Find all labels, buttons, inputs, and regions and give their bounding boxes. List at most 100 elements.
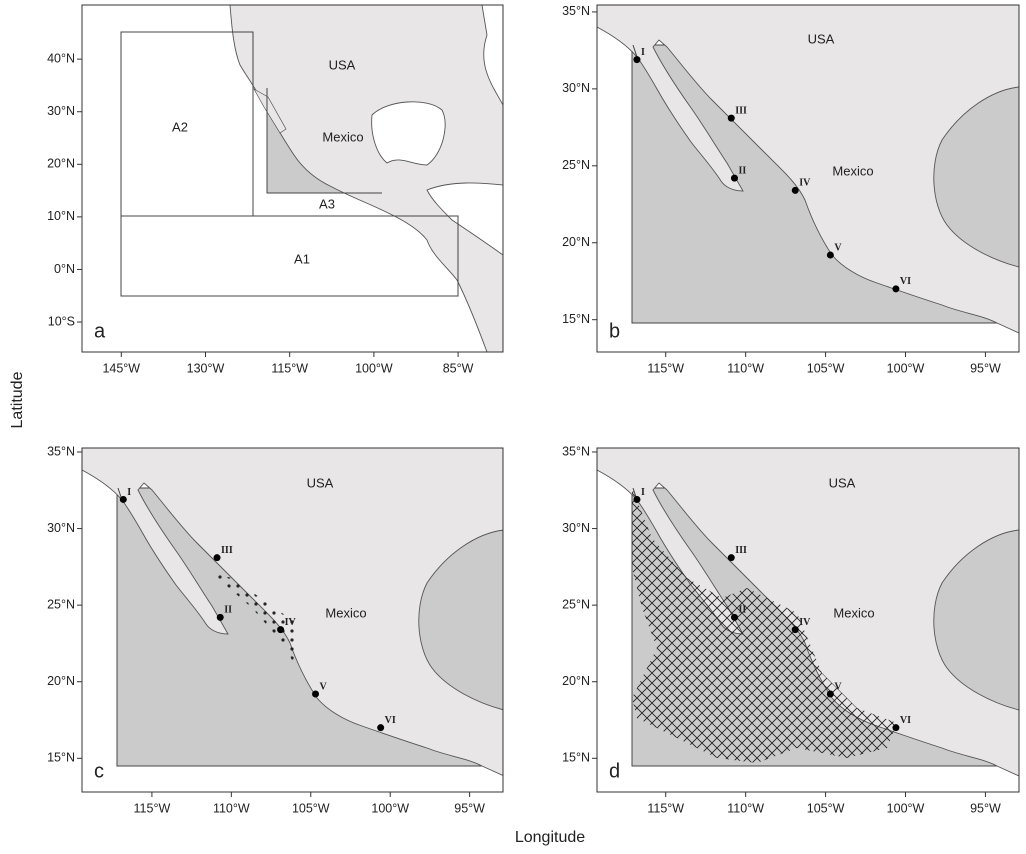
y-tick-label: 10°N	[47, 209, 75, 223]
x-tick-label: 130°W	[187, 361, 225, 375]
y-tick-label: 30°N	[562, 521, 590, 535]
station	[377, 724, 385, 732]
country-label: USA	[329, 57, 356, 72]
y-tick-label: 25°N	[47, 597, 75, 611]
panel-frame	[596, 4, 1020, 353]
y-tick-label: 30°N	[47, 104, 75, 118]
region-label: A1	[294, 251, 310, 266]
station-label: IV	[799, 617, 811, 628]
x-tick-label: 145°W	[102, 361, 140, 375]
station-label: VI	[900, 715, 911, 726]
y-tick-label: 20°N	[562, 235, 590, 249]
station	[633, 495, 641, 503]
station-label: I	[641, 47, 645, 58]
y-tick-label: 10°S	[48, 314, 75, 328]
x-tick-label: 105°W	[807, 361, 845, 375]
station	[727, 554, 735, 562]
y-tick-label: 0°N	[54, 262, 75, 276]
y-tick-label: 35°N	[562, 444, 590, 458]
region-label: A3	[319, 196, 335, 211]
y-tick-label: 15°N	[562, 312, 590, 326]
country-label: Mexico	[832, 163, 873, 178]
x-tick-label: 100°W	[887, 361, 925, 375]
x-tick-label: 110°W	[727, 801, 764, 815]
x-tick-label: 100°W	[355, 361, 393, 375]
station	[892, 724, 900, 732]
x-tick-label: 95°W	[454, 801, 485, 815]
station	[730, 613, 738, 621]
y-tick-label: 25°N	[562, 158, 590, 172]
station	[633, 56, 641, 64]
station-label: II	[738, 605, 746, 616]
station-label: II	[224, 605, 232, 616]
station-label: III	[735, 105, 747, 116]
station-label: III	[735, 545, 747, 556]
x-tick-label: 115°W	[134, 801, 171, 815]
x-tick-label: 110°W	[727, 361, 764, 375]
y-tick-label: 30°N	[562, 81, 590, 95]
station	[730, 174, 738, 182]
panel-letter: b	[609, 320, 620, 342]
station	[119, 495, 127, 503]
panel-letter: d	[609, 760, 620, 782]
y-tick-label: 35°N	[47, 444, 75, 458]
y-tick-label: 15°N	[47, 751, 75, 765]
station-label: II	[738, 165, 746, 176]
station-label: V	[320, 681, 328, 692]
map-panel	[120, 5, 503, 352]
panel-frame	[81, 4, 504, 353]
y-tick-label: 15°N	[562, 751, 590, 765]
station-label: IV	[285, 617, 297, 628]
country-label: Mexico	[322, 129, 363, 144]
station-label: V	[834, 242, 842, 253]
x-tick-label: 95°W	[970, 801, 1001, 815]
map-panel	[597, 448, 1019, 777]
station	[892, 285, 900, 293]
x-tick-label: 100°W	[371, 801, 409, 815]
x-tick-label: 115°W	[271, 361, 308, 375]
station-label: V	[834, 681, 842, 692]
panel-letter: c	[94, 760, 104, 782]
station-label: IV	[799, 178, 811, 189]
x-tick-label: 105°W	[292, 801, 330, 815]
panel-frame	[81, 447, 504, 793]
y-tick-label: 35°N	[562, 4, 590, 18]
country-label: USA	[307, 475, 334, 490]
station-label: VI	[385, 715, 396, 726]
station-label: VI	[900, 276, 911, 287]
y-axis-label: Latitude	[9, 371, 26, 428]
x-tick-label: 105°W	[807, 801, 845, 815]
station	[791, 626, 799, 634]
y-tick-label: 20°N	[47, 674, 75, 688]
x-axis-label: Longitude	[515, 829, 585, 846]
y-tick-label: 25°N	[562, 597, 590, 611]
x-tick-label: 100°W	[887, 801, 925, 815]
y-tick-label: 30°N	[47, 521, 75, 535]
x-tick-label: 115°W	[647, 361, 684, 375]
panel-letter: a	[94, 320, 106, 342]
station-label: I	[127, 487, 131, 498]
x-tick-label: 95°W	[970, 361, 1001, 375]
station	[216, 613, 224, 621]
panel-frame	[596, 447, 1020, 793]
station	[791, 186, 799, 194]
country-label: USA	[829, 475, 856, 490]
y-tick-label: 20°N	[562, 674, 590, 688]
station	[312, 690, 320, 698]
station	[826, 690, 834, 698]
station	[277, 626, 285, 634]
y-tick-label: 20°N	[47, 157, 75, 171]
station	[727, 114, 735, 122]
country-label: USA	[808, 31, 835, 46]
x-tick-label: 115°W	[647, 801, 684, 815]
station-label: I	[641, 487, 645, 498]
region-label: A2	[172, 119, 188, 134]
country-label: Mexico	[325, 605, 366, 620]
station	[826, 251, 834, 259]
y-tick-label: 40°N	[47, 51, 75, 65]
map-panel	[82, 448, 503, 776]
station	[213, 554, 221, 562]
map-panel	[597, 5, 1019, 334]
x-tick-label: 110°W	[213, 801, 250, 815]
